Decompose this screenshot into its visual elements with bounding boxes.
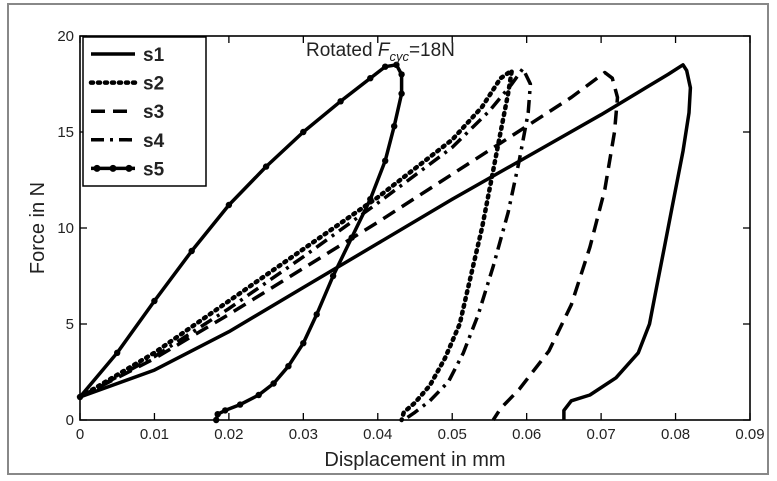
series-point-s5 bbox=[382, 157, 389, 164]
x-tick-label: 0.03 bbox=[289, 426, 318, 443]
y-tick-label: 20 bbox=[57, 28, 74, 45]
annotation-prefix: Rotated bbox=[306, 40, 378, 61]
series-point-s5 bbox=[367, 75, 374, 82]
series-line-s4 bbox=[79, 66, 533, 422]
legend: s1 s2 s3 s4 s5 bbox=[82, 36, 207, 187]
y-axis-title: Force in N bbox=[27, 182, 49, 274]
series-point-s5 bbox=[262, 163, 270, 170]
series-point-s5 bbox=[214, 411, 221, 418]
series-layer bbox=[76, 61, 693, 424]
series-point-s5 bbox=[151, 297, 158, 305]
series-point-s5 bbox=[285, 363, 292, 370]
series-point-s5 bbox=[367, 196, 374, 203]
annotation-subscript: cyc bbox=[389, 49, 409, 64]
y-tick-label: 10 bbox=[57, 220, 74, 237]
series-point-s5 bbox=[393, 61, 400, 68]
series-line-s3 bbox=[79, 70, 620, 421]
chart-annotation: Rotated Fcyc=18N bbox=[306, 40, 455, 64]
legend-marker-s5 bbox=[93, 164, 101, 172]
series-point-s5 bbox=[300, 128, 307, 136]
series-point-s5 bbox=[270, 380, 277, 387]
legend-marker-s5 bbox=[109, 164, 117, 172]
x-tick-label: 0.01 bbox=[140, 426, 169, 443]
series-point-s5 bbox=[188, 247, 195, 255]
x-tick-label: 0 bbox=[76, 426, 84, 443]
y-tick-label: 0 bbox=[66, 412, 74, 429]
series-point-s5 bbox=[114, 349, 121, 356]
axis-ticks: 0 0.01 0.02 0.03 0.04 0.05 0.06 0.07 0.08 0.09 0 5 1… bbox=[57, 28, 764, 443]
x-tick-label: 0.02 bbox=[214, 426, 243, 443]
x-tick-label: 0.07 bbox=[587, 426, 616, 443]
series-point-s5 bbox=[300, 340, 307, 347]
x-tick-label: 0.06 bbox=[512, 426, 541, 443]
series-point-s5 bbox=[382, 63, 389, 70]
series-point-s5 bbox=[329, 272, 337, 280]
y-tick-label: 5 bbox=[66, 316, 74, 333]
x-tick-label: 0.09 bbox=[735, 426, 764, 443]
series-point-s5 bbox=[398, 71, 405, 78]
legend-label-s4: s4 bbox=[143, 131, 165, 152]
annotation-suffix: =18N bbox=[409, 40, 455, 61]
series-point-s5 bbox=[348, 234, 355, 241]
x-tick-label: 0.05 bbox=[438, 426, 467, 443]
x-tick-label: 0.04 bbox=[363, 426, 392, 443]
y-tick-label: 15 bbox=[57, 124, 74, 141]
x-axis-title: Displacement in mm bbox=[324, 449, 505, 471]
series-point-s5 bbox=[225, 201, 233, 209]
series-point-s5 bbox=[255, 391, 262, 399]
series-point-s5 bbox=[313, 311, 320, 318]
legend-label-s1: s1 bbox=[143, 45, 165, 66]
series-point-s5 bbox=[391, 123, 398, 130]
annotation-symbol: F bbox=[378, 40, 391, 61]
series-line-s2 bbox=[77, 68, 515, 423]
legend-label-s2: s2 bbox=[143, 74, 164, 95]
legend-label-s3: s3 bbox=[143, 102, 164, 123]
legend-marker-s5 bbox=[125, 164, 133, 172]
figure-border bbox=[7, 3, 769, 475]
series-point-s5 bbox=[222, 407, 229, 414]
legend-label-s5: s5 bbox=[143, 159, 165, 180]
series-point-s5 bbox=[236, 401, 244, 408]
series-point-s5 bbox=[398, 90, 405, 97]
series-line-s1 bbox=[79, 63, 693, 420]
x-tick-label: 0.08 bbox=[661, 426, 690, 443]
series-point-s5 bbox=[337, 98, 344, 105]
